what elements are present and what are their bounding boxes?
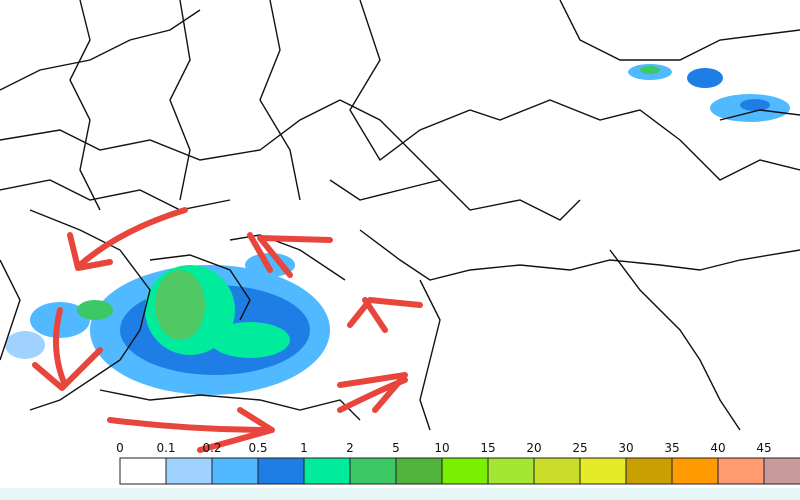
colorbar-label: 0.2 [202,441,221,455]
color-box [579,457,627,485]
color-box [395,457,443,485]
color-box [303,457,351,485]
color-box [211,457,259,485]
colorbar-label: 45 [756,441,771,455]
color-box [165,457,213,485]
precipitation [5,64,790,395]
colorbar-label: 15 [480,441,495,455]
color-box [717,457,765,485]
color-box [487,457,535,485]
colorbar-label: 0.5 [248,441,267,455]
color-box [119,457,167,485]
color-box [441,457,489,485]
colorbar-label: 35 [664,441,679,455]
color-box [349,457,397,485]
colorbar: 00.10.20.5125101520253035404550 [116,441,800,485]
colorbar-label: 10 [434,441,449,455]
annotation-arrows [32,207,423,453]
color-box [533,457,581,485]
color-box [671,457,719,485]
colorbar-label: 0 [116,441,124,455]
colorbar-label: 40 [710,441,725,455]
color-box [257,457,305,485]
colorbar-label: 1 [300,441,308,455]
colorbar-label: 0.1 [156,441,175,455]
bottom-strip [0,488,800,500]
borders [0,0,800,431]
color-box [763,457,800,485]
colorbar-label: 30 [618,441,633,455]
colorbar-label: 2 [346,441,354,455]
color-box [625,457,673,485]
colorbar-label: 20 [526,441,541,455]
colorbar-label: 5 [392,441,400,455]
colorbar-label: 25 [572,441,587,455]
